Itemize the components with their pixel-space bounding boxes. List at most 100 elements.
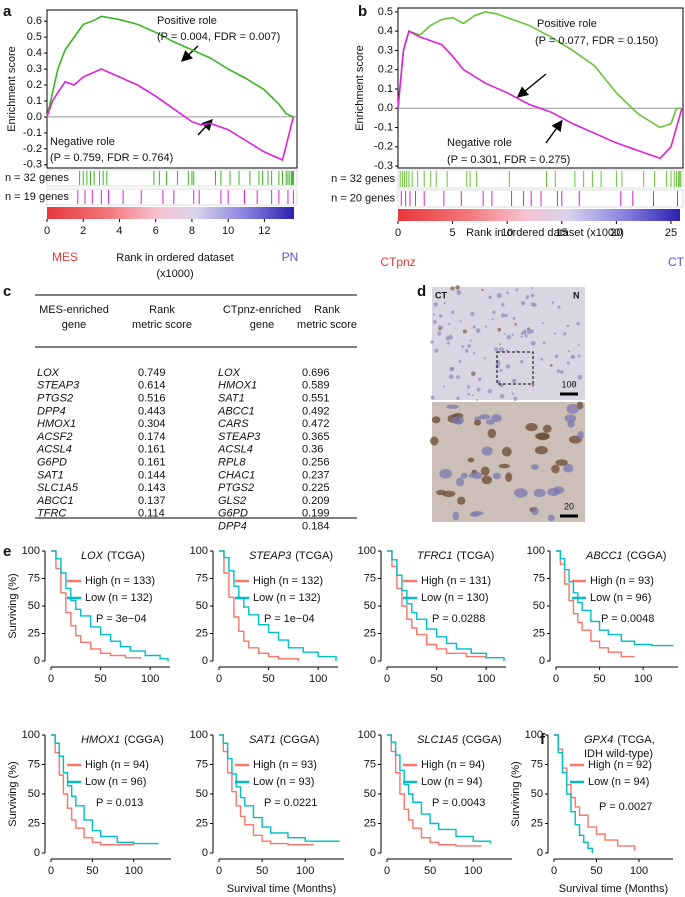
- cell: [464, 348, 469, 353]
- panel-label: f: [540, 731, 546, 748]
- enrichment-curve: [46, 15, 294, 118]
- cell: [564, 414, 577, 423]
- gene-cell: TFRC: [37, 508, 66, 520]
- survival-curve: [219, 734, 340, 842]
- chart-title: GPX4 (TCGA,: [584, 734, 655, 746]
- chart-title: ABCC1 (CGGA): [585, 550, 666, 562]
- series-label: Positive role: [537, 18, 597, 30]
- y-tick-label: 100: [22, 729, 40, 741]
- chart-subtitle: IDH wild-type): [584, 748, 653, 760]
- region-label: N: [573, 290, 580, 300]
- cell: [554, 354, 559, 359]
- x-tick-label: 0: [44, 225, 50, 237]
- cell: [437, 331, 442, 336]
- score-cell: 0.237: [302, 469, 330, 481]
- cohort: (TCGA): [295, 550, 333, 562]
- cell: [511, 392, 514, 395]
- x-tick-label: 2: [80, 225, 86, 237]
- cell: [481, 475, 493, 485]
- score-cell: 0.256: [302, 457, 330, 469]
- cell: [499, 368, 503, 372]
- legend-label: High (n = 94): [421, 759, 485, 771]
- cell: [524, 329, 527, 332]
- x-tick-label: 100: [477, 673, 495, 685]
- cell: [557, 305, 561, 309]
- cell: [448, 374, 454, 379]
- score-cell: 0.749: [138, 367, 166, 379]
- gene-name: HMOX1: [81, 734, 120, 746]
- cell: [531, 286, 534, 289]
- y-tick-label: 75: [28, 572, 40, 584]
- cell: [487, 428, 497, 439]
- gene-cell: PTGS2: [218, 482, 254, 494]
- cell: [467, 457, 475, 463]
- x-tick-label: 50: [424, 865, 436, 877]
- cell: [541, 322, 544, 325]
- cell: [515, 288, 519, 292]
- cell: [525, 297, 528, 300]
- survival-curve: [51, 734, 159, 845]
- y-tick-label: -0.1: [23, 127, 42, 139]
- cell: [472, 325, 476, 329]
- x-tick-label: 100: [309, 673, 327, 685]
- cell: [526, 329, 532, 335]
- gene-name: ABCC1: [585, 550, 623, 562]
- x-tick-label: 0: [384, 865, 390, 877]
- cell: [521, 301, 526, 306]
- gene-set-label: n = 19 genes: [5, 191, 69, 203]
- x-axis-label: Rank in ordered dataset (x1000): [466, 227, 624, 239]
- y-tick-label: 0: [34, 847, 40, 859]
- series-label: Negative role: [50, 136, 115, 148]
- y-tick-label: 75: [364, 758, 376, 770]
- cell: [456, 375, 460, 379]
- cell: [563, 332, 567, 336]
- table-header: CTpnz-enriched: [223, 304, 301, 316]
- cell: [577, 344, 580, 347]
- cell: [471, 371, 476, 376]
- series-stats: (P = 0.004, FDR = 0.007): [157, 31, 280, 43]
- cell: [577, 354, 581, 358]
- cell: [498, 348, 501, 351]
- x-tick-label: 12: [258, 225, 270, 237]
- p-value: P = 0.013: [96, 797, 143, 809]
- table-header: metric score: [132, 319, 192, 331]
- chart-title: LOX (TCGA): [81, 550, 145, 562]
- y-axis-label: Surviving (%): [7, 573, 19, 638]
- score-cell: 0.492: [302, 405, 330, 417]
- cell: [530, 341, 536, 346]
- p-value: P = 3e−04: [96, 613, 147, 625]
- cell: [530, 293, 535, 298]
- cell: [458, 359, 462, 363]
- legend-label: Low (n = 93): [253, 776, 314, 788]
- score-cell: 0.174: [138, 431, 166, 443]
- cell: [442, 385, 445, 388]
- cell: [505, 349, 509, 352]
- x-axis-label: Rank in ordered dataset: [116, 252, 233, 264]
- gene-cell: G6PD: [218, 508, 248, 520]
- survival-curve: [387, 550, 505, 661]
- score-cell: 0.614: [138, 380, 166, 392]
- cell: [432, 313, 436, 316]
- x-tick-label: 100: [125, 865, 143, 877]
- x-tick-label: 50: [94, 673, 106, 685]
- cell: [433, 302, 438, 307]
- cell: [466, 385, 471, 389]
- y-tick-label: 0: [370, 655, 376, 667]
- cell: [467, 344, 471, 348]
- y-tick-label: -0.3: [23, 159, 42, 171]
- survival-curve: [387, 550, 487, 659]
- cell: [451, 416, 465, 425]
- x-tick-label: 0: [48, 865, 54, 877]
- cell: [455, 477, 465, 487]
- cell: [434, 348, 439, 353]
- cell: [506, 334, 512, 340]
- cell: [495, 364, 500, 369]
- y-axis-label: Enrichment score: [354, 45, 366, 131]
- x-axis-unit: (x1000): [156, 268, 193, 280]
- cell: [571, 382, 576, 387]
- panel-label: a: [3, 3, 12, 20]
- p-value: P = 0.0221: [264, 797, 317, 809]
- hit-strip: [397, 189, 684, 208]
- y-tick-label: 0.3: [27, 63, 42, 75]
